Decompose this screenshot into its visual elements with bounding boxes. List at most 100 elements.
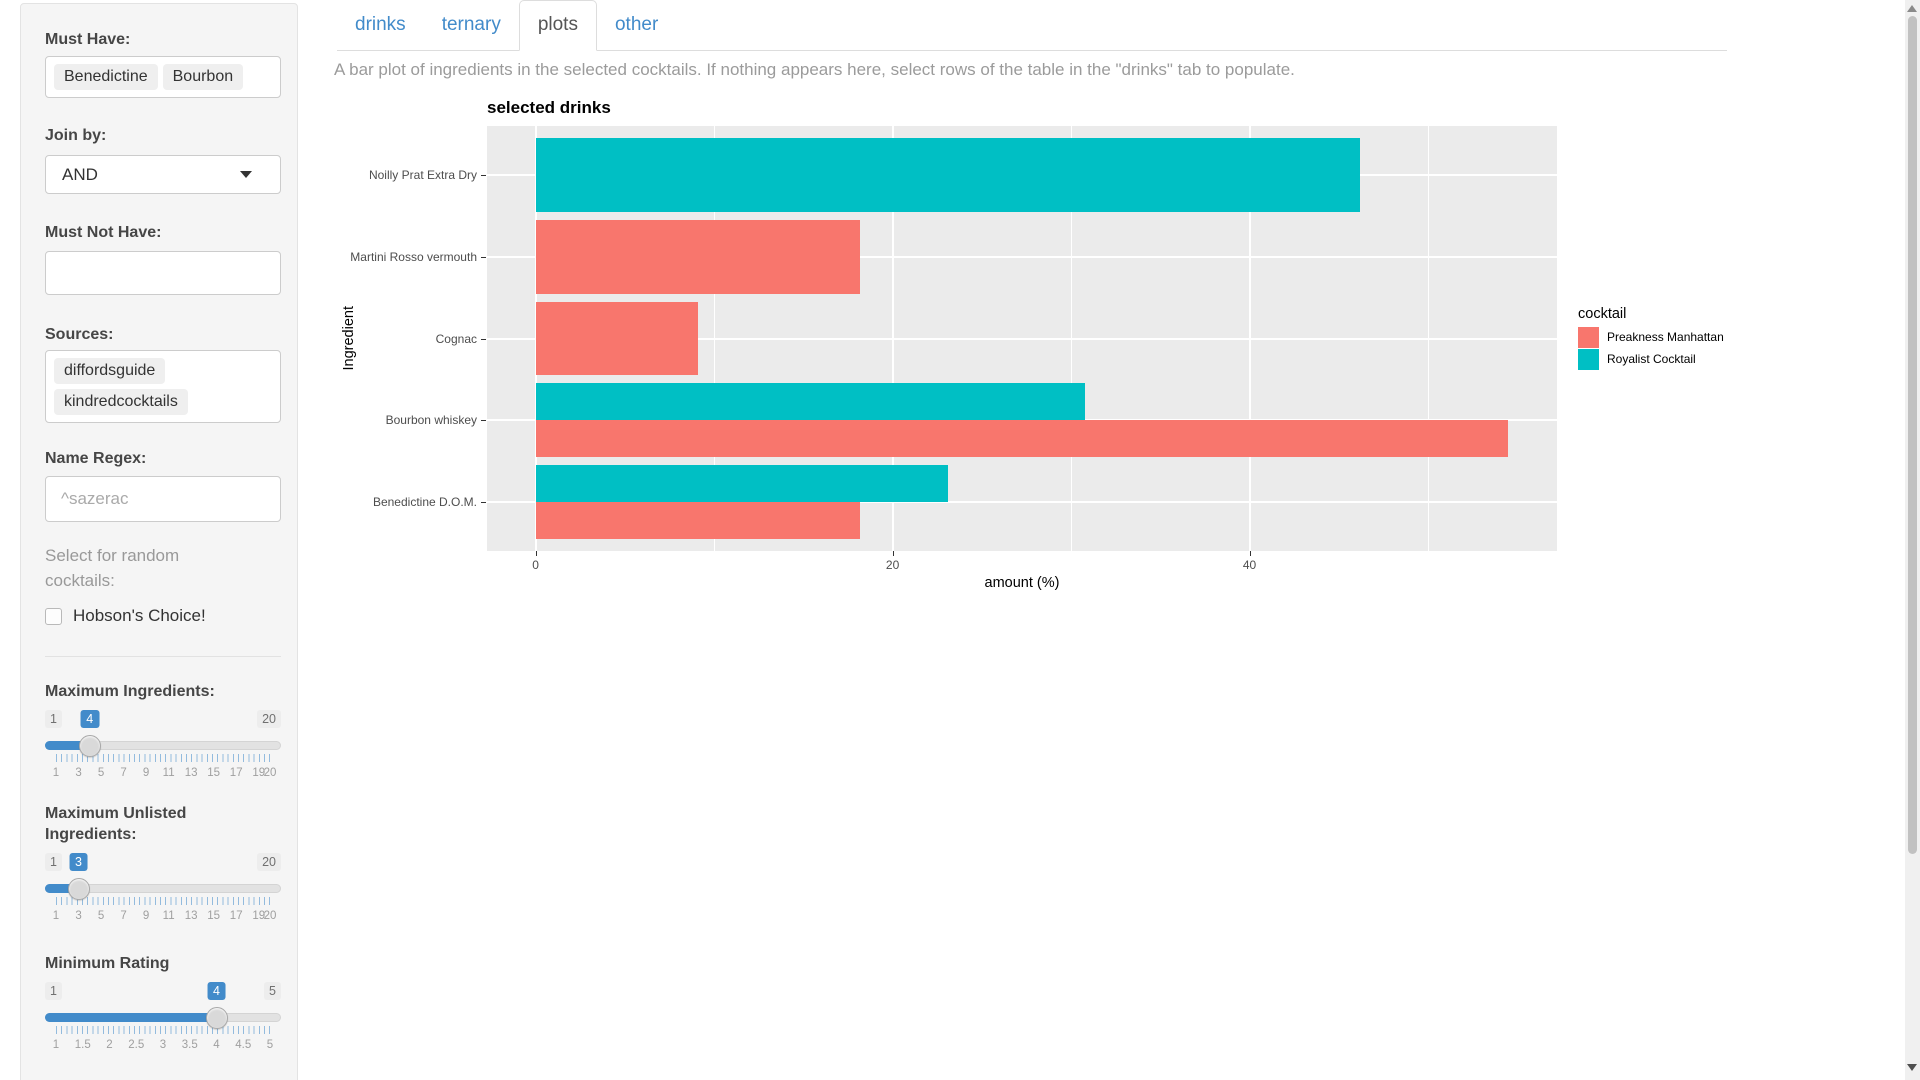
tab-bar: drinks ternary plots other [337, 0, 1727, 51]
slider-value-badge: 4 [207, 981, 226, 1000]
slider-min-badge: 1 [45, 709, 62, 728]
slider-max-badge: 20 [257, 852, 281, 871]
tab-drinks[interactable]: drinks [355, 14, 406, 35]
y-axis-category-label: Cognac [435, 331, 477, 346]
y-major-gridline [487, 500, 1557, 503]
join-by-select[interactable]: AND [45, 155, 281, 194]
y-axis-tick [481, 501, 486, 503]
sources-input[interactable]: diffordsguide kindredcocktails [45, 350, 281, 423]
slider-tick-label: 20 [263, 909, 277, 922]
y-axis-category-label: Bourbon whiskey [385, 413, 477, 428]
legend-title: cocktail [1578, 306, 1627, 322]
bar-preakness-manhattan [535, 501, 861, 539]
plot-panel [487, 126, 1557, 551]
x-axis-tick-label: 20 [885, 558, 900, 572]
max-ingredients-label: Maximum Ingredients: [45, 683, 215, 700]
name-regex-input[interactable]: ^sazerac [45, 476, 281, 522]
y-axis-tick [481, 338, 486, 340]
chevron-down-icon [240, 171, 252, 178]
slider-tick-label: 4.5 [235, 1038, 252, 1051]
slider-tick-label: 13 [184, 766, 198, 779]
slider-tick-label: 11 [162, 909, 175, 922]
y-major-gridline [487, 337, 1557, 340]
x-axis-tick [1249, 551, 1251, 556]
must-not-have-input[interactable] [45, 251, 281, 295]
must-have-input[interactable]: Benedictine Bourbon [45, 56, 281, 98]
source-tag[interactable]: kindredcocktails [54, 389, 188, 415]
slider-handle[interactable] [67, 877, 90, 900]
bar-royalist-cocktail [535, 465, 948, 502]
max-ingredients-slider: Maximum Ingredients: 1 20 4 1 3 5 7 9 11 13 15 1… [45, 682, 281, 790]
must-have-tag[interactable]: Bourbon [162, 64, 244, 90]
random-cocktails-hint: Select for random cocktails: [45, 546, 180, 590]
y-axis-category-label: Benedictine D.O.M. [372, 494, 477, 509]
slider-tick-label: 9 [142, 909, 150, 922]
slider-tick-label: 20 [263, 766, 277, 779]
slider-value-badge: 3 [69, 852, 88, 871]
slider-tick-label: 19 [252, 766, 266, 779]
slider-tick-label: 1.5 [74, 1038, 91, 1051]
tab-ternary[interactable]: ternary [441, 14, 501, 35]
slider-handle[interactable] [205, 1006, 228, 1029]
must-have-tag[interactable]: Benedictine [54, 64, 158, 90]
slider-tick-label: 7 [120, 766, 127, 779]
sidebar: Must Have: Benedictine Bourbon Join by: A… [20, 3, 298, 1080]
slider-grid: 1 1.5 2 2.5 3 3.5 4 4.5 5 [53, 1025, 273, 1051]
must-have-label: Must Have: [45, 31, 131, 48]
join-by-label: Join by: [45, 127, 107, 144]
tab-other[interactable]: other [614, 14, 659, 35]
max-unlisted-ingredients-label: Maximum Unlisted Ingredients: [45, 805, 187, 843]
scrollbar-down-arrow-icon[interactable] [1907, 1064, 1917, 1071]
slider-max-badge: 5 [264, 981, 281, 1000]
y-axis-category-label: Martini Rosso vermouth [350, 249, 477, 264]
scrollbar-thumb[interactable] [1908, 16, 1917, 854]
y-major-gridline [487, 255, 1557, 258]
slider-tick-label: 1 [52, 1038, 60, 1051]
y-axis-category-label: Noilly Prat Extra Dry [368, 168, 477, 183]
bar-royalist-cocktail [535, 383, 1086, 421]
slider-tick-label: 9 [142, 766, 150, 779]
slider-widget: 1 5 4 1 1.5 2 2.5 3 3.5 4 4.5 5 [45, 980, 281, 1062]
slider-tick-label: 3 [75, 766, 82, 779]
hobsons-choice-label[interactable]: Hobson's Choice! [73, 606, 206, 625]
slider-tick-label: 4 [213, 1038, 220, 1051]
x-axis-tick-label: 0 [532, 558, 539, 572]
slider-tick-label: 19 [252, 909, 266, 922]
legend-label: Royalist Cocktail [1607, 352, 1696, 366]
slider-tick-label: 3.5 [181, 1038, 198, 1051]
y-axis-tick [481, 256, 486, 258]
y-axis-tick [481, 420, 486, 422]
source-tag[interactable]: diffordsguide [54, 358, 166, 384]
slider-bar [45, 1012, 217, 1022]
hobsons-choice-row: Hobson's Choice! [45, 606, 206, 626]
x-axis-tick [535, 551, 537, 556]
slider-tick-label: 2.5 [128, 1038, 145, 1051]
slider-value-badge: 4 [80, 709, 100, 728]
minimum-rating-label: Minimum Rating [45, 955, 170, 972]
bar-plot: selected drinks Ingredient Noilly Prat E… [337, 88, 1757, 613]
must-not-have-label: Must Not Have: [45, 224, 162, 241]
slider-tick-label: 5 [266, 1038, 274, 1051]
slider-tick-label: 1 [52, 909, 60, 922]
legend-swatch-royalist-cocktail [1578, 349, 1599, 370]
scrollbar-up-arrow-icon[interactable] [1907, 5, 1917, 12]
hobsons-choice-checkbox[interactable] [45, 607, 62, 625]
join-by-selected-value: AND [62, 164, 98, 184]
slider-widget: 1 20 4 1 3 5 7 9 11 13 15 17 19 20 [45, 708, 281, 790]
slider-tick-label: 5 [97, 909, 105, 922]
minimum-rating-slider: Minimum Rating 1 5 4 1 1.5 2 2.5 3 3.5 4 4.5 5 [45, 954, 281, 1062]
tab-plots[interactable]: plots [518, 0, 597, 51]
divider [45, 656, 281, 657]
x-axis-tick [892, 551, 894, 556]
x-axis-tick-label: 40 [1242, 558, 1257, 572]
slider-tick-label: 2 [106, 1038, 113, 1051]
slider-handle[interactable] [78, 734, 101, 757]
slider-tick-label: 3 [75, 909, 82, 922]
slider-tick-label: 3 [159, 1038, 167, 1051]
slider-tick-label: 13 [184, 909, 198, 922]
slider-widget: 1 20 3 1 3 5 7 9 11 13 15 17 19 20 [45, 851, 281, 933]
bar-preakness-manhattan [535, 420, 1509, 457]
slider-min-badge: 1 [45, 852, 62, 871]
